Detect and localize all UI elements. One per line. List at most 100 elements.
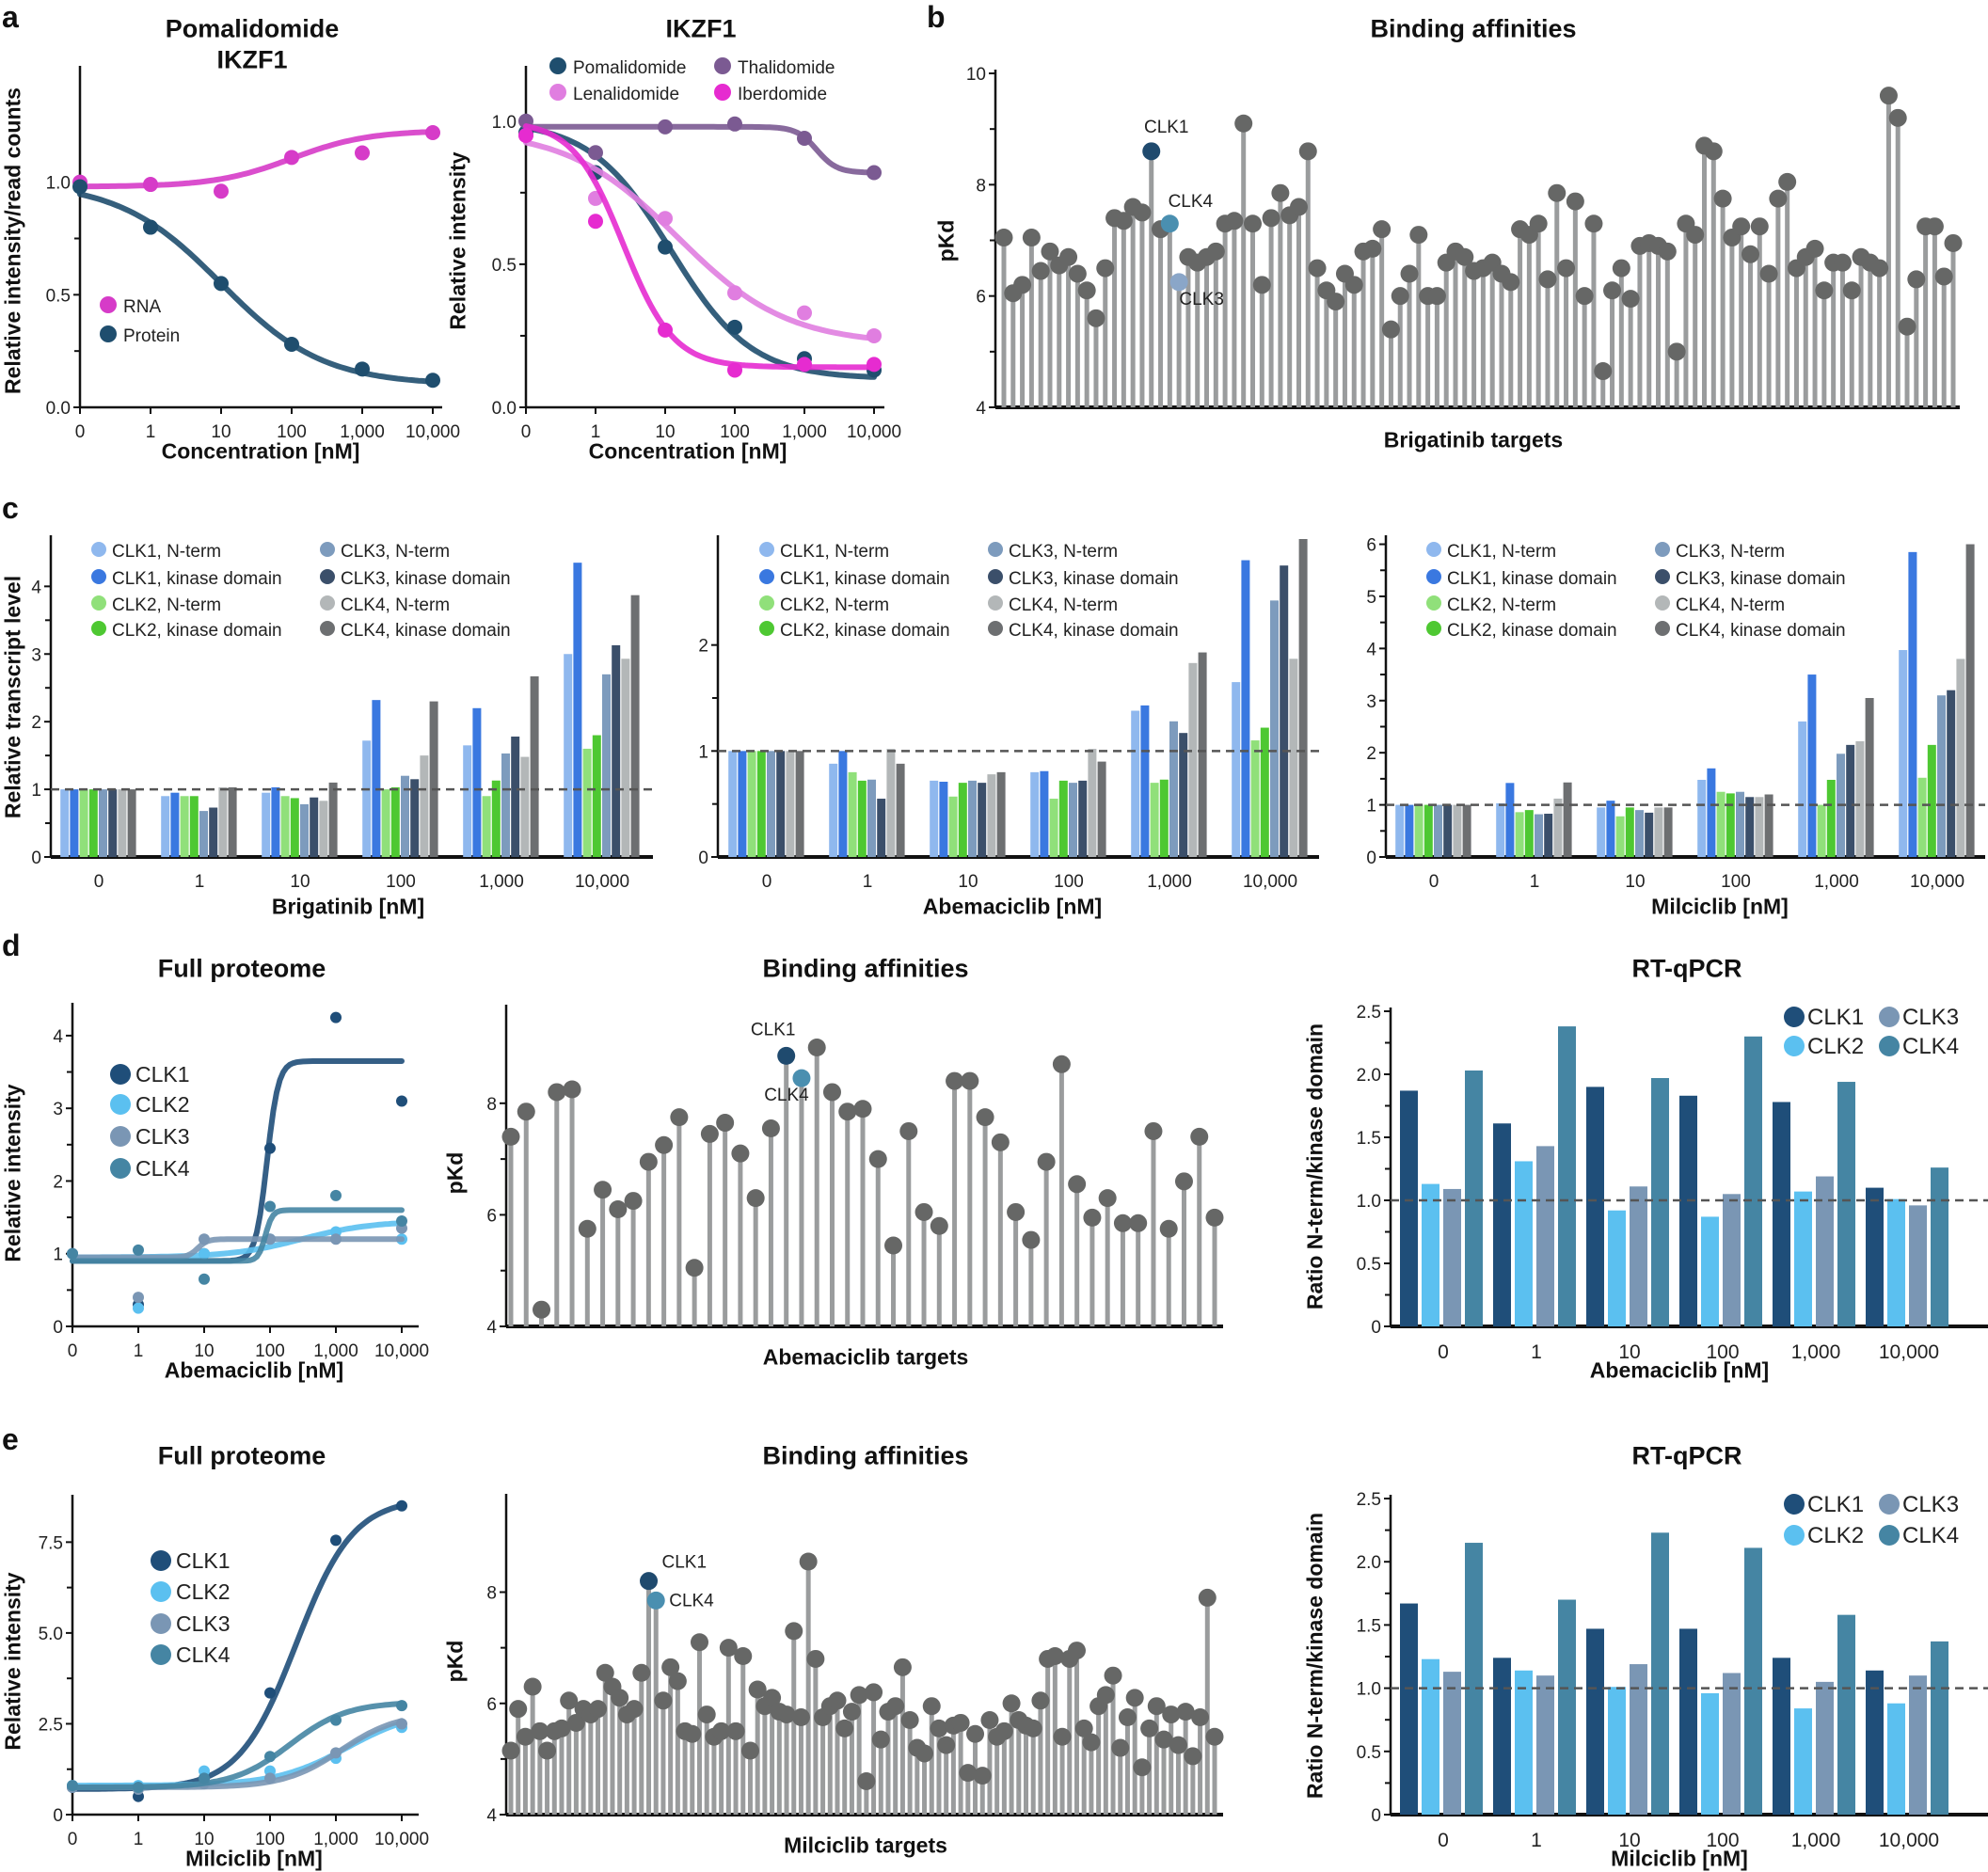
x-tick-label: 1,000: [782, 422, 827, 442]
fit-curve-clk4: [70, 1207, 405, 1264]
target-label: CLK4: [669, 1591, 714, 1610]
bar: [1764, 794, 1773, 857]
bar: [1169, 721, 1178, 857]
lollipop-head: [611, 1689, 629, 1707]
y-tick-label: 4: [53, 1027, 63, 1047]
bar: [1544, 814, 1553, 857]
lollipop-head: [690, 1633, 708, 1652]
legend-label: CLK3: [176, 1611, 231, 1636]
bar: [1630, 1664, 1647, 1815]
lollipop-head: [871, 1730, 890, 1749]
y-tick-label: 2: [31, 713, 41, 733]
lollipop-head: [746, 1189, 765, 1208]
data-point-clk4: [67, 1247, 78, 1260]
legend-label: CLK4: [135, 1156, 190, 1181]
lollipop-head: [973, 1767, 992, 1785]
lollipop-head: [922, 1697, 941, 1716]
panel-letter-c: c: [2, 491, 19, 525]
bar: [189, 796, 199, 857]
bar: [1663, 807, 1673, 857]
bar: [1232, 682, 1241, 857]
x-tick-label: 10,000: [847, 422, 901, 442]
bar: [1140, 705, 1150, 857]
x-tick-label: 0: [75, 422, 86, 442]
bar: [1597, 807, 1606, 857]
lollipop-head: [976, 1108, 994, 1127]
y-tick-label: 6: [486, 1695, 497, 1715]
lollipop-head: [560, 1691, 579, 1710]
lollipop-head: [683, 1724, 702, 1743]
data-point-rna: [214, 183, 229, 199]
bar: [1899, 650, 1908, 857]
x-tick-label: 100: [1706, 1830, 1739, 1851]
legend-label: CLK4: [1902, 1523, 1959, 1548]
legend-label: CLK2, N-term: [112, 595, 221, 615]
bar: [573, 563, 582, 857]
y-tick-label: 2: [1366, 744, 1376, 764]
lollipop-head-clk4: [792, 1069, 811, 1087]
legend-label: CLK1, N-term: [780, 542, 889, 562]
bar: [987, 774, 996, 857]
lollipop-head: [1833, 253, 1852, 272]
lollipop-head: [799, 1552, 818, 1571]
data-point-lenalidomide: [797, 305, 812, 321]
fit-curve-iberdomide: [523, 123, 877, 371]
lollipop-head: [991, 1133, 1010, 1151]
fit-curve-lenalidomide: [523, 139, 877, 341]
bar: [1422, 1183, 1439, 1326]
lollipop-head: [1114, 212, 1133, 230]
y-tick-label: 1: [698, 742, 708, 762]
data-point-protein: [72, 179, 87, 195]
bar: [1524, 810, 1534, 857]
legend-marker: [1879, 1494, 1900, 1515]
lollipop-head: [1007, 1202, 1026, 1221]
lollipop-head: [914, 1202, 933, 1221]
x-tick-label: 0: [68, 1341, 78, 1361]
lollipop-head: [1934, 267, 1953, 286]
lollipop-head: [1427, 287, 1446, 306]
bar: [161, 796, 170, 857]
bar: [401, 775, 409, 857]
lollipop-head: [1584, 214, 1603, 233]
y-tick-label: 2.5: [39, 1715, 63, 1735]
y-tick-label: 0: [1366, 849, 1376, 868]
y-tick-label: 2.0: [1357, 1553, 1381, 1573]
bar: [1608, 1687, 1626, 1815]
lollipop-head: [980, 1710, 999, 1729]
bar: [1515, 812, 1524, 857]
y-tick-label: 2.5: [1357, 1490, 1381, 1510]
x-tick-label: 10,000: [374, 1830, 429, 1849]
bar: [1707, 768, 1716, 857]
lollipop-head: [563, 1080, 581, 1099]
bar: [1493, 1123, 1511, 1326]
lollipop-head: [1205, 1208, 1224, 1227]
lollipop-head: [1159, 1219, 1178, 1238]
legend-label: CLK1, kinase domain: [112, 569, 282, 589]
lollipop-head: [1037, 1152, 1056, 1171]
fit-curve-clk4: [70, 1701, 405, 1790]
y-axis-label: Ratio N-term/kinase domain: [1302, 1023, 1328, 1310]
data-point-clk4: [264, 1751, 276, 1763]
data-point-lenalidomide: [867, 327, 882, 343]
lollipop-head: [1667, 342, 1686, 361]
bar: [728, 751, 738, 857]
y-tick-label: 0: [1371, 1806, 1381, 1826]
lollipop-head: [1658, 242, 1677, 261]
data-point-rna: [143, 177, 158, 193]
lollipop-head: [857, 1772, 876, 1791]
legend-marker: [1426, 595, 1441, 611]
data-point-thalidomide: [658, 119, 673, 135]
bar: [738, 751, 747, 857]
data-point-clk4: [264, 1200, 276, 1213]
data-point-clk1: [264, 1687, 276, 1699]
bar: [848, 771, 857, 857]
lollipop-head: [1068, 1175, 1087, 1194]
bar: [501, 753, 510, 857]
lollipop-head: [596, 1663, 614, 1682]
legend-label: CLK3, kinase domain: [1009, 569, 1179, 589]
lollipop-head: [1082, 1733, 1101, 1752]
legend-marker: [988, 595, 1003, 611]
legend-marker: [1426, 569, 1441, 584]
bar: [1908, 551, 1917, 857]
data-point-clk1: [330, 1534, 342, 1547]
